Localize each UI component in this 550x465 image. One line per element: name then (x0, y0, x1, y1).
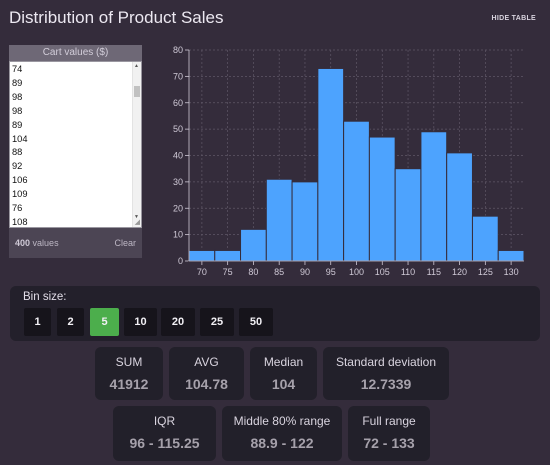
y-tick-label: 20 (173, 203, 183, 213)
data-table-footer: 400 values Clear (9, 228, 142, 258)
y-tick-label: 80 (173, 45, 183, 55)
histogram-bar (471, 215, 499, 262)
histogram-bar (394, 168, 422, 262)
histogram-bar (368, 136, 396, 262)
histogram-bar (214, 249, 242, 262)
stat-middle-80-value: 88.9 - 122 (250, 435, 314, 451)
stat-std-label: Standard deviation (335, 355, 437, 369)
x-tick-label: 130 (504, 267, 519, 276)
value-row: 98 (12, 105, 23, 116)
y-tick-label: 10 (173, 230, 183, 240)
cart-values-textarea[interactable]: 74 89 98 98 89 104 88 92 106 109 76 108 ▲ ▼ ◢ (9, 61, 142, 228)
y-tick-label: 60 (173, 98, 183, 108)
bin-size-50-button[interactable]: 50 (239, 308, 273, 336)
value-row: 76 (12, 203, 23, 214)
value-row: 108 (12, 216, 28, 227)
value-row: 98 (12, 91, 23, 102)
page-title: Distribution of Product Sales (9, 8, 224, 27)
stat-full-range-label: Full range (362, 414, 416, 428)
x-tick-label: 100 (349, 267, 364, 276)
value-row: 92 (12, 161, 23, 172)
histogram-bar (446, 152, 473, 262)
histogram-bar (240, 228, 267, 262)
stat-std: Standard deviation 12.7339 (323, 347, 449, 400)
values-count: 400 values (15, 228, 59, 258)
values-count-suffix: values (32, 238, 59, 248)
x-tick-label: 75 (223, 267, 233, 276)
y-tick-label: 0 (178, 256, 183, 266)
stat-std-value: 12.7339 (360, 376, 412, 392)
histogram-svg: 0 10 20 30 40 50 60 70 80 70 75 80 85 90 95 100 105 110 11… (173, 45, 525, 276)
stat-middle-80: Middle 80% range 88.9 - 122 (222, 406, 342, 461)
stat-sum-value: 41912 (109, 376, 149, 392)
stat-iqr: IQR 96 - 115.25 (113, 406, 216, 461)
y-tick-label: 70 (173, 71, 183, 81)
stat-iqr-label: IQR (153, 414, 176, 428)
histogram-bar (188, 249, 216, 262)
x-tick-label: 90 (300, 267, 310, 276)
hide-table-button[interactable]: HIDE TABLE (491, 15, 536, 22)
stat-middle-80-label: Middle 80% range (233, 414, 331, 428)
resize-grip-icon[interactable]: ◢ (134, 219, 140, 226)
histogram-bar (343, 120, 370, 262)
x-tick-label: 120 (452, 267, 467, 276)
bin-size-2-button[interactable]: 2 (57, 308, 84, 336)
scrollbar[interactable]: ▲ ▼ (132, 62, 141, 227)
value-row: 89 (12, 77, 23, 88)
y-tick-label: 30 (173, 177, 183, 187)
scroll-down-arrow-icon[interactable]: ▼ (134, 214, 139, 220)
stat-full-range: Full range 72 - 133 (348, 406, 430, 461)
stat-avg: AVG 104.78 (169, 347, 244, 400)
values-count-number: 400 (15, 238, 31, 248)
stat-median-value: 104 (271, 376, 296, 392)
histogram-bar (317, 67, 345, 262)
value-row: 106 (12, 175, 28, 186)
bin-size-20-button[interactable]: 20 (161, 308, 195, 336)
x-tick-label: 110 (401, 267, 415, 276)
histogram-bar (265, 178, 293, 262)
x-tick-label: 85 (274, 267, 284, 276)
x-tick-label: 80 (248, 267, 258, 276)
value-row: 109 (12, 189, 28, 200)
value-row: 74 (12, 64, 23, 74)
y-tick-label: 40 (173, 151, 183, 161)
scroll-up-arrow-icon[interactable]: ▲ (134, 63, 139, 69)
y-tick-label: 50 (173, 124, 183, 134)
stat-avg-label: AVG (194, 355, 219, 369)
value-row: 88 (12, 147, 23, 158)
stat-sum-label: SUM (115, 355, 143, 369)
histogram-bar (420, 131, 448, 262)
clear-button[interactable]: Clear (114, 238, 136, 248)
histogram-bar (291, 181, 319, 262)
histogram-bar (497, 249, 525, 262)
x-tick-label: 125 (478, 267, 493, 276)
stat-avg-value: 104.78 (185, 376, 228, 392)
bin-size-25-button[interactable]: 25 (200, 308, 234, 336)
x-tick-label: 105 (375, 267, 390, 276)
value-row: 104 (12, 133, 28, 144)
x-tick-label: 70 (197, 267, 207, 276)
bin-size-label: Bin size: (23, 291, 67, 303)
value-row: 89 (12, 119, 23, 130)
stat-sum: SUM 41912 (95, 347, 163, 400)
stat-iqr-value: 96 - 115.25 (129, 435, 200, 451)
x-tick-label: 95 (326, 267, 336, 276)
scroll-thumb[interactable] (134, 86, 140, 97)
x-tick-label: 115 (427, 267, 441, 276)
bin-size-10-button[interactable]: 10 (124, 308, 157, 336)
value-rows: 74 89 98 98 89 104 88 92 106 109 76 108 (10, 62, 141, 227)
stat-median-label: Median (263, 355, 304, 369)
histogram-chart: 0 10 20 30 40 50 60 70 80 70 75 80 85 90 95 100 105 110 11… (162, 42, 538, 276)
data-table-header: Cart values ($) (9, 45, 142, 61)
bin-size-5-button[interactable]: 5 (90, 308, 119, 336)
stat-full-range-value: 72 - 133 (363, 435, 415, 451)
bin-size-1-button[interactable]: 1 (24, 308, 51, 336)
stat-median: Median 104 (250, 347, 317, 400)
bin-size-panel: Bin size: 1 2 5 10 20 25 50 (10, 286, 540, 341)
data-table-panel: Cart values ($) 74 89 98 98 89 104 88 92 106 109 7… (9, 45, 142, 258)
